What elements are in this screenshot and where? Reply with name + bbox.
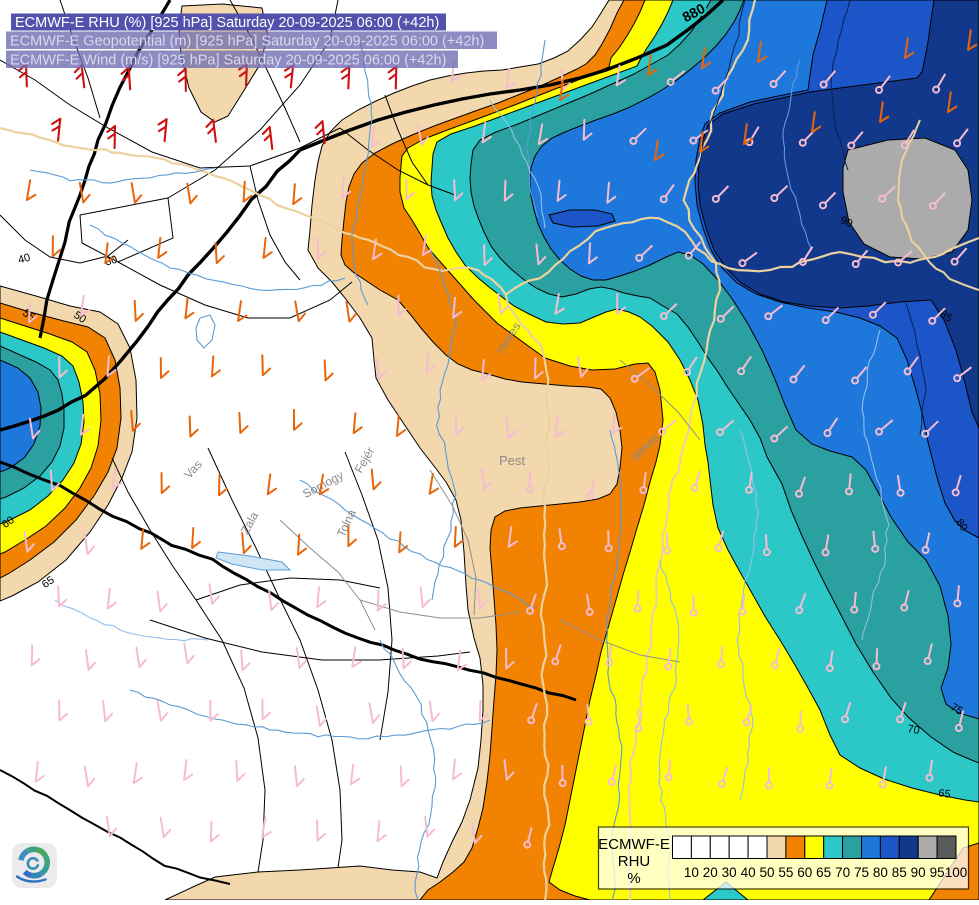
svg-text:80: 80	[873, 865, 888, 880]
svg-text:65: 65	[816, 865, 831, 880]
svg-text:ECMWF-E: ECMWF-E	[598, 836, 670, 853]
svg-text:55: 55	[778, 865, 793, 880]
svg-text:Pest: Pest	[499, 453, 525, 468]
svg-text:95: 95	[930, 865, 945, 880]
svg-text:70: 70	[906, 723, 920, 737]
svg-text:%: %	[627, 870, 640, 887]
svg-text:90: 90	[911, 865, 926, 880]
svg-text:ECMWF-E Geopotential (m) [925: ECMWF-E Geopotential (m) [925 hPa] Satur…	[10, 34, 484, 50]
svg-text:ECMWF-E Wind (m/s) [925 hPa] S: ECMWF-E Wind (m/s) [925 hPa] Saturday 20…	[10, 53, 446, 69]
svg-text:20: 20	[703, 865, 718, 880]
svg-text:50: 50	[759, 865, 774, 880]
svg-text:85: 85	[892, 865, 907, 880]
svg-text:RHU: RHU	[618, 853, 651, 870]
svg-text:10: 10	[684, 865, 699, 880]
svg-text:60: 60	[797, 865, 812, 880]
svg-text:70: 70	[835, 865, 850, 880]
svg-text:75: 75	[854, 865, 869, 880]
svg-text:100: 100	[945, 865, 968, 880]
svg-text:40: 40	[741, 865, 756, 880]
svg-text:30: 30	[722, 865, 737, 880]
svg-text:65: 65	[938, 787, 952, 801]
svg-text:ECMWF-E RHU (%) [925 hPa] Satu: ECMWF-E RHU (%) [925 hPa] Saturday 20-09…	[15, 15, 439, 31]
